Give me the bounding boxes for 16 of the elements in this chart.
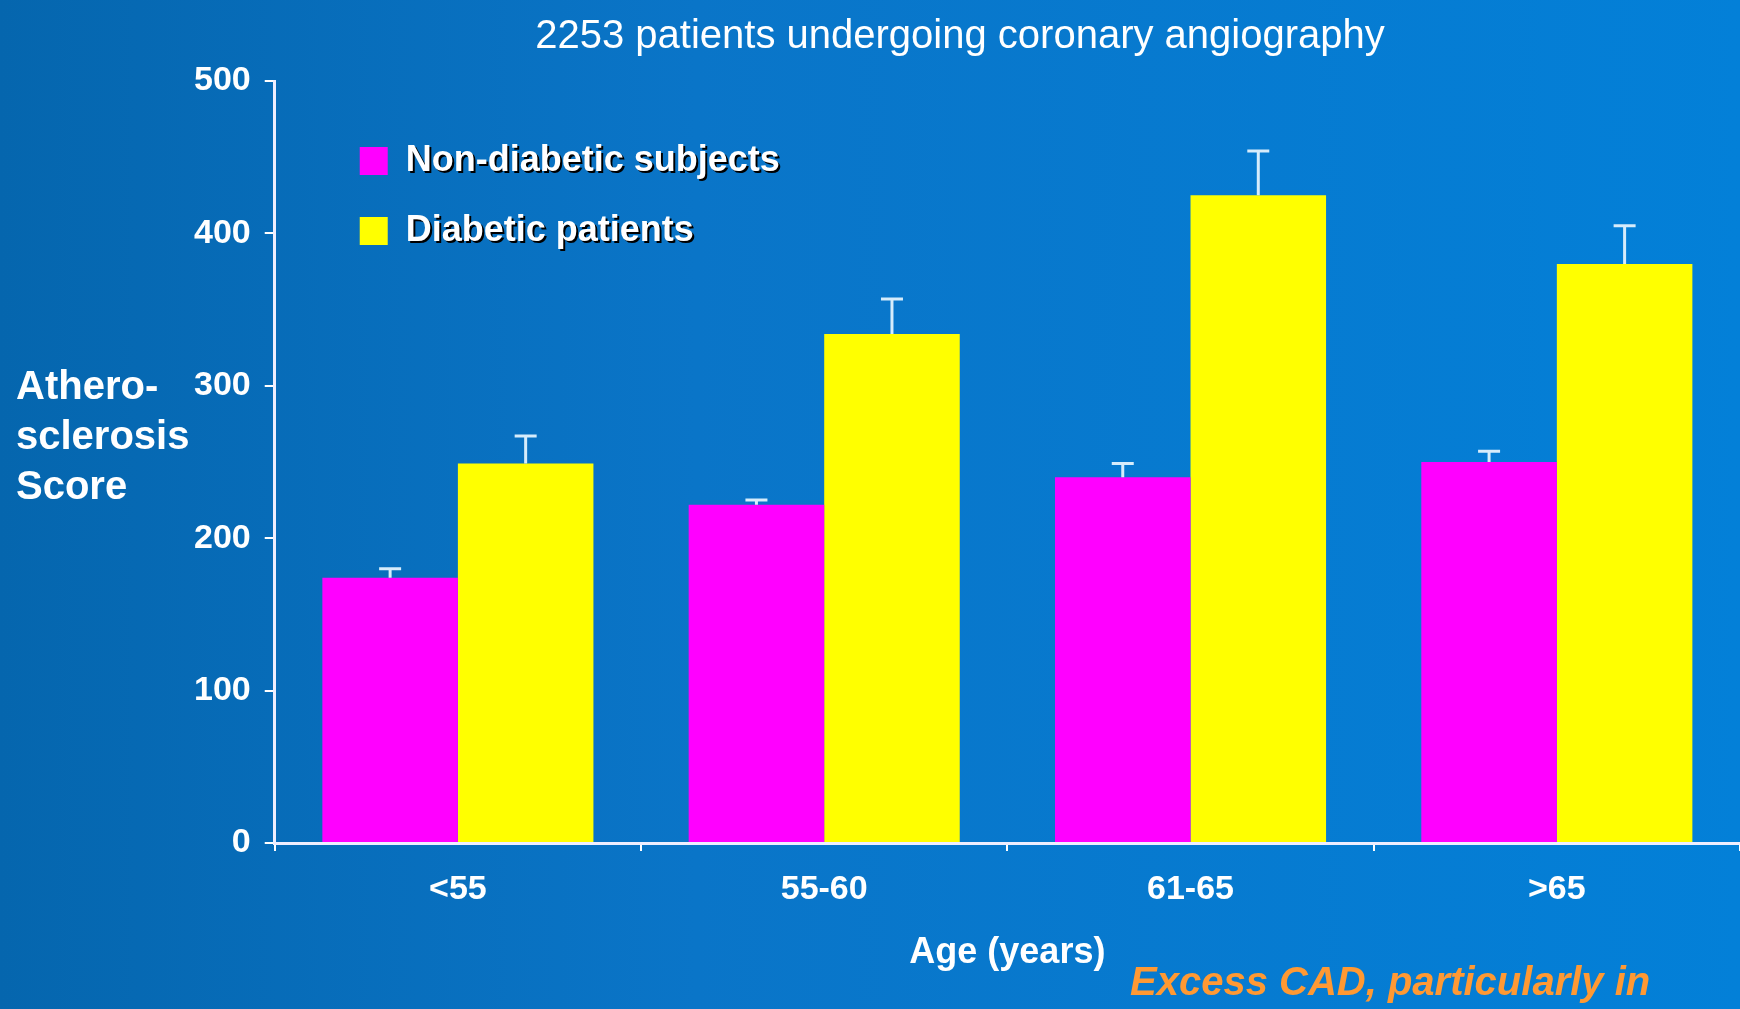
y-tick-label: 400 xyxy=(193,211,251,250)
y-tick-label: 100 xyxy=(193,668,251,707)
chart-title: 2253 patients undergoing coronary angiography xyxy=(535,12,1385,57)
y-tick-label: 300 xyxy=(193,364,251,403)
x-tick-label: 61-65 xyxy=(1147,867,1235,906)
x-tick-label: 55-60 xyxy=(780,867,868,906)
y-tick-label: 500 xyxy=(193,59,251,98)
x-axis-title: Age (years) xyxy=(909,930,1106,972)
y-axis-title: Athero- sclerosis Score xyxy=(16,362,190,509)
x-tick-label: <55 xyxy=(429,867,487,906)
y-tick-label: 0 xyxy=(231,821,251,860)
legend-label: Diabetic patients xyxy=(407,209,696,251)
x-tick-label: >65 xyxy=(1528,867,1586,906)
legend-label: Non-diabetic subjects xyxy=(407,139,782,181)
text: Excess CAD, particularly in xyxy=(1130,959,1651,1003)
y-tick-label: 200 xyxy=(193,516,251,555)
